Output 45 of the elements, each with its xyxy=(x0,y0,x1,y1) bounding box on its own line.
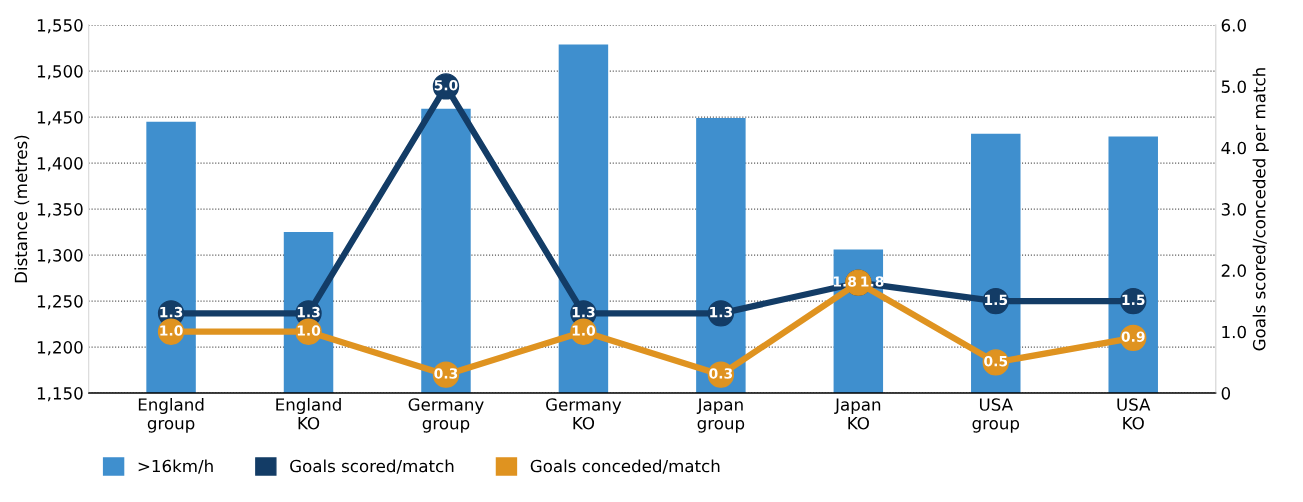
y-tick-label: 1,350 xyxy=(37,203,83,218)
y-tick-label: 1,450 xyxy=(37,111,83,126)
y-tick-label: 1,300 xyxy=(37,249,83,264)
data-label: 0.3 xyxy=(709,368,733,379)
legend-label: >16km/h xyxy=(138,459,213,474)
data-label: 1.3 xyxy=(160,306,183,318)
data-label: 1.0 xyxy=(297,325,321,336)
y2-tick-label: 6.0 xyxy=(1221,19,1246,32)
data-label: 1.3 xyxy=(297,306,320,318)
x-tick-label: Germany KO xyxy=(546,398,622,430)
y-tick-label: 1,150 xyxy=(37,387,83,402)
data-label: 0.3 xyxy=(434,368,458,379)
y-tick-label: 1,550 xyxy=(37,19,83,34)
data-label: 1.5 xyxy=(985,294,1008,306)
y2-tick-label: 1.0 xyxy=(1222,325,1246,339)
y2-tick-label: 4.0 xyxy=(1221,141,1246,155)
data-label: 5.0 xyxy=(434,79,458,91)
x-tick-label: Japan KO xyxy=(834,398,881,430)
legend-label: Goals conceded/match xyxy=(530,459,720,474)
y-tick-label: 1,500 xyxy=(37,65,83,80)
data-label: 1.0 xyxy=(572,325,596,336)
data-label: 1.0 xyxy=(160,325,183,336)
y2-tick-label: 5.0 xyxy=(1221,80,1246,93)
y-tick-label: 1,200 xyxy=(37,341,83,356)
data-label: 0.9 xyxy=(1121,331,1145,342)
y2-tick-label: 2.0 xyxy=(1221,264,1246,277)
y-tick-label: 1,250 xyxy=(37,295,83,310)
data-label: 1.3 xyxy=(710,306,733,318)
legend-label: Goals scored/match xyxy=(290,459,454,474)
data-label: 1.8 xyxy=(833,276,857,287)
y2-axis-title: Goals scored/conceded per match xyxy=(1252,68,1269,351)
data-label: 1.3 xyxy=(572,306,595,318)
x-tick-label: Japan group xyxy=(696,398,745,433)
x-tick-label: England KO xyxy=(276,397,341,430)
y2-tick-label: 3.0 xyxy=(1221,203,1246,216)
x-tick-label: USA KO xyxy=(1117,398,1151,430)
data-label: 1.5 xyxy=(1122,294,1145,306)
data-label: 0.5 xyxy=(984,355,1008,367)
y-axis-title: Distance (metres) xyxy=(14,135,30,283)
data-label: 1.8 xyxy=(861,276,884,287)
y-tick-label: 1,400 xyxy=(37,157,83,172)
y2-tick-label: 0 xyxy=(1221,387,1231,400)
x-tick-label: England group xyxy=(138,397,204,433)
x-tick-label: USA group xyxy=(972,398,1020,433)
x-tick-label: Germany group xyxy=(408,398,484,433)
